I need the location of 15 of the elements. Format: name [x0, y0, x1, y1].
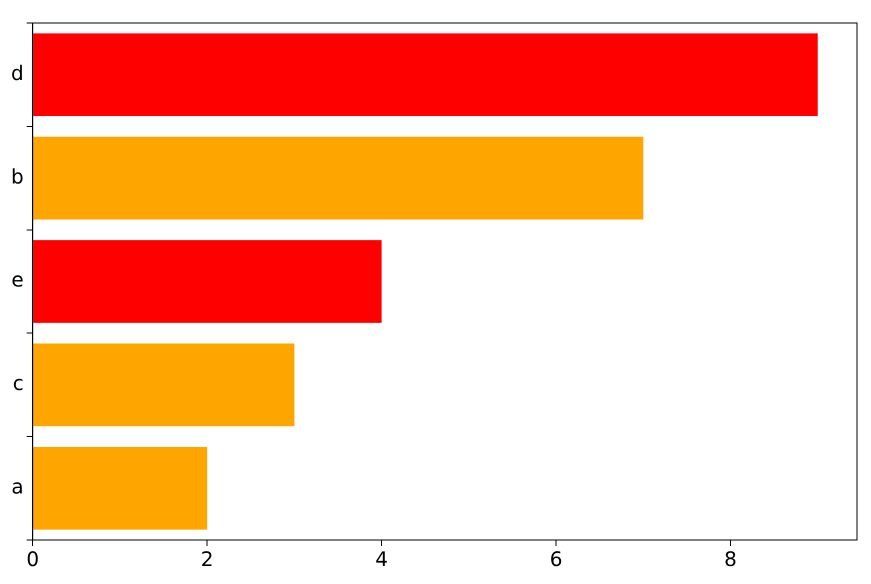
x-tick-label: 4 — [375, 547, 388, 572]
y-tick-label: c — [12, 371, 24, 396]
bar — [33, 446, 208, 530]
bar — [33, 240, 382, 323]
x-tick-label: 8 — [724, 547, 737, 572]
y-tick-label: b — [10, 164, 24, 188]
x-tick-label: 2 — [200, 547, 214, 572]
bar — [33, 136, 644, 220]
x-tick-label: 0 — [26, 547, 40, 572]
y-tick-label: a — [11, 474, 24, 499]
bar — [33, 344, 294, 426]
y-tick-label: e — [11, 268, 24, 292]
y-tick-label: d — [10, 60, 24, 85]
x-tick-label: 6 — [550, 547, 562, 572]
bar — [33, 33, 818, 116]
